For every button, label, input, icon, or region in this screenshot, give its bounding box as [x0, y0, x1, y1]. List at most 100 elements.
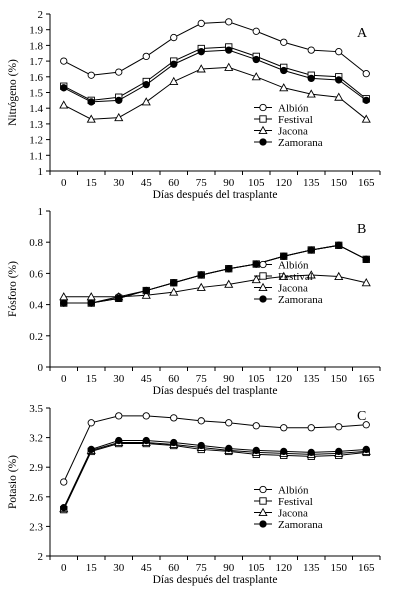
y-tick-label: 1: [38, 166, 44, 178]
x-tick-label: 120: [276, 373, 293, 385]
data-point: [252, 55, 260, 64]
series-line: [63, 46, 367, 101]
data-point: [115, 294, 123, 303]
x-tick-label: 45: [141, 177, 153, 189]
series-jacona: [59, 270, 371, 301]
x-tick-label: 15: [86, 373, 98, 385]
data-point: [87, 419, 95, 427]
x-tick-label: 15: [86, 562, 98, 574]
series-line: [63, 66, 367, 120]
data-point: [307, 46, 315, 54]
data-point: [307, 448, 315, 457]
y-tick-label: 2.3: [29, 521, 43, 533]
data-point: [197, 48, 205, 56]
legend-marker: [259, 260, 267, 269]
data-point: [170, 279, 178, 287]
data-point: [225, 444, 233, 453]
y-tick-label: 1.4: [29, 103, 43, 115]
data-point: [115, 412, 123, 420]
x-tick-label: 45: [141, 373, 153, 385]
data-point: [115, 68, 123, 76]
data-point: [362, 255, 370, 264]
data-point: [60, 504, 68, 512]
y-axis-title: Fósforo (%): [7, 261, 19, 317]
x-tick-label: 0: [61, 373, 67, 385]
y-tick-label: 2.9: [29, 462, 43, 474]
x-tick-label: 75: [196, 562, 208, 574]
data-point: [142, 436, 150, 445]
data-point: [279, 271, 289, 281]
x-tick-label: 60: [168, 373, 180, 385]
x-tick-label: 165: [358, 177, 375, 189]
series-line: [63, 443, 367, 510]
data-point: [362, 70, 370, 78]
data-point: [87, 445, 95, 454]
data-point: [60, 57, 68, 65]
data-point: [60, 299, 68, 307]
series-zamorana: [60, 436, 370, 512]
x-axis-title: Días después del trasplante: [153, 574, 278, 586]
data-point: [60, 478, 68, 486]
data-point: [87, 98, 95, 106]
data-point: [280, 252, 288, 260]
legend-marker: [259, 295, 267, 303]
chart-panel-c: 2 2.3 2.6 2.9 3.2 3.5 0 15 30 45 60 75 90 105 120 135 15…: [7, 403, 381, 586]
legend-label: Festival: [278, 114, 313, 126]
x-tick-label: 90: [223, 562, 235, 574]
data-point: [170, 438, 178, 447]
series-zamorana: [60, 46, 370, 106]
panel-letter: C: [357, 409, 366, 424]
x-tick-label: 30: [113, 373, 125, 385]
legend-marker: [259, 103, 267, 112]
data-point: [280, 424, 288, 432]
data-point: [115, 436, 123, 445]
x-tick-label: 45: [141, 562, 153, 574]
x-tick-label: 150: [331, 177, 348, 189]
y-tick-label: 0.8: [29, 237, 43, 249]
legend-label: Jacona: [278, 508, 308, 520]
x-tick-label: 105: [248, 177, 265, 189]
data-point: [280, 38, 288, 46]
y-tick-label: 1: [38, 206, 44, 218]
data-point: [224, 279, 234, 288]
data-point: [142, 286, 150, 295]
legend-label: Zamorana: [278, 294, 323, 306]
x-tick-label: 90: [223, 373, 235, 385]
series-line: [63, 442, 367, 509]
legend-marker: [259, 272, 267, 280]
y-tick-label: 0.2: [29, 331, 43, 343]
series-line: [63, 49, 367, 103]
y-axis-title: Potasio (%): [7, 455, 19, 509]
x-tick-label: 120: [276, 177, 293, 189]
data-point: [142, 81, 150, 89]
series-line: [63, 244, 367, 304]
y-tick-label: 0.4: [29, 300, 43, 312]
data-point: [170, 33, 178, 42]
y-tick-label: 1.1: [29, 150, 43, 162]
data-point: [114, 112, 124, 122]
data-point: [196, 64, 206, 73]
x-tick-label: 135: [303, 373, 320, 385]
data-point: [197, 271, 205, 279]
y-tick-label: 1.6: [29, 72, 43, 84]
legend-marker: [258, 507, 268, 516]
x-tick-label: 105: [248, 373, 265, 385]
data-point: [307, 74, 315, 83]
data-point: [142, 52, 150, 61]
data-point: [225, 46, 233, 54]
data-point: [87, 71, 95, 79]
panel-letter: A: [357, 26, 368, 41]
series-zamorana: [60, 241, 370, 307]
data-point: [170, 60, 178, 68]
y-tick-label: 1.5: [29, 88, 43, 100]
x-tick-label: 135: [303, 562, 320, 574]
x-tick-label: 165: [358, 373, 375, 385]
x-tick-label: 165: [358, 562, 375, 574]
y-tick-label: 1.3: [29, 119, 43, 131]
legend-label: Jacona: [278, 283, 308, 295]
data-point: [141, 97, 151, 106]
x-tick-label: 30: [113, 562, 125, 574]
legend-marker: [259, 485, 267, 494]
